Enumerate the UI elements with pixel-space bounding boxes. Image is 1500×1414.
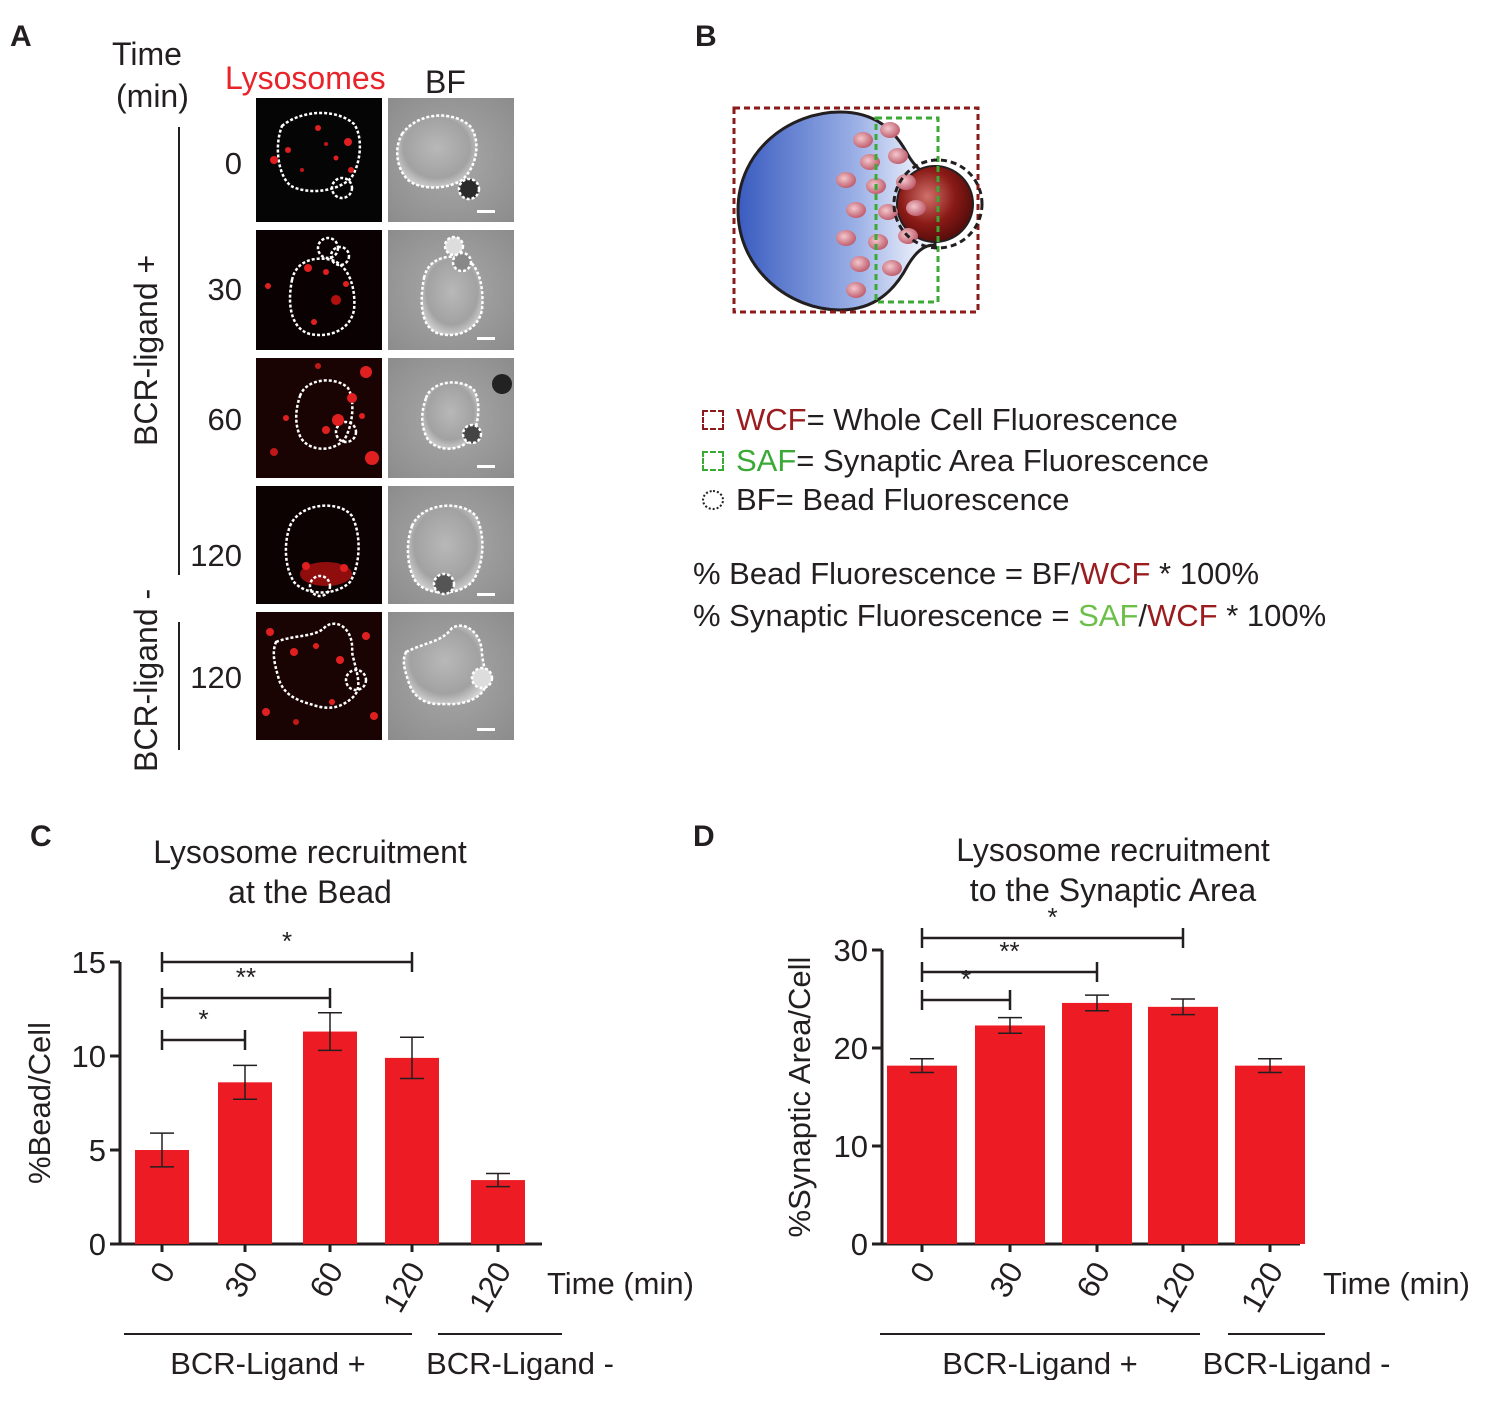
legend-row-wcf: WCF = Whole Cell Fluorescence	[702, 402, 1178, 438]
time-header-line2: (min)	[116, 78, 189, 114]
group-plus-label: BCR-Ligand +	[942, 1346, 1138, 1380]
bf-desc: = Bead Fluorescence	[775, 482, 1070, 517]
lysosome-image-1	[256, 230, 382, 350]
y-tick-label: 5	[89, 1133, 106, 1168]
time-label-60: 60	[207, 402, 242, 437]
cell-body	[736, 110, 937, 312]
panel-c-label: C	[30, 820, 52, 853]
bf-header: BF	[425, 64, 466, 100]
bar	[218, 1082, 272, 1244]
formula-synaptic: % Synaptic Fluorescence = SAF/WCF * 100%	[693, 598, 1327, 633]
significance-label: *	[961, 964, 971, 994]
x-tick-label: 0	[903, 1256, 942, 1288]
x-tick-label: 0	[143, 1256, 182, 1288]
micrograph-row-4	[256, 612, 514, 740]
wcf-legend-box-icon	[702, 410, 724, 430]
chart-c-title: Lysosome recruitment at the Bead	[153, 834, 467, 910]
y-tick-label: 0	[89, 1227, 106, 1262]
y-tick-label: 30	[834, 933, 868, 968]
saf-box	[874, 116, 940, 304]
x-tick-label: 60	[303, 1256, 351, 1303]
micrograph-row-0	[256, 98, 514, 222]
significance-label: *	[198, 1004, 208, 1034]
x-axis-label: Time (min)	[1323, 1266, 1470, 1301]
bar	[1235, 1065, 1305, 1244]
significance-label: *	[282, 926, 292, 956]
x-tick-label: 120	[1234, 1256, 1290, 1318]
wcf-desc: = Whole Cell Fluorescence	[806, 402, 1178, 437]
micrograph-row-2	[256, 358, 514, 478]
legend-row-bf: BF = Bead Fluorescence	[702, 482, 1069, 518]
time-label-120-minus: 120	[190, 660, 242, 695]
bf-circle	[892, 158, 984, 250]
group-plus-line	[178, 127, 180, 575]
y-axis-label: %Bead/Cell	[22, 1022, 57, 1184]
lysosomes-header: Lysosomes	[225, 60, 386, 96]
x-tick-label: 120	[1147, 1256, 1203, 1318]
bar	[1148, 1006, 1218, 1244]
bf-legend-circle-icon	[702, 490, 724, 510]
bar	[385, 1057, 439, 1244]
y-tick-label: 20	[834, 1031, 868, 1066]
saf-legend-box-icon	[702, 451, 724, 471]
bar	[303, 1031, 357, 1244]
group-minus-label: BCR-Ligand -	[426, 1346, 614, 1380]
formula-bead: % Bead Fluorescence = BF/WCF * 100%	[693, 556, 1260, 591]
panel-a-label: A	[10, 20, 32, 53]
saf-desc: = Synaptic Area Fluorescence	[796, 443, 1209, 478]
x-tick-label: 60	[1070, 1256, 1118, 1303]
group-minus-label: BCR-ligand -	[128, 588, 164, 772]
chart-c: 0 5 10 15 %Bead/Cell 0 30 60 120 120 Time (min) BCR…	[22, 926, 694, 1380]
time-label-120-plus: 120	[190, 538, 242, 573]
chart-d-title: Lysosome recruitment to the Synaptic Area	[956, 832, 1270, 908]
panel-d-label: D	[693, 820, 715, 853]
x-tick-label: 120	[376, 1256, 432, 1318]
saf-abbr: SAF	[736, 443, 797, 478]
lysosome-image-3	[256, 486, 382, 604]
bar	[975, 1025, 1045, 1244]
micrograph-row-1	[256, 230, 514, 350]
bar	[887, 1065, 957, 1244]
legend-row-saf: SAF = Synaptic Area Fluorescence	[702, 443, 1209, 479]
group-minus-label: BCR-Ligand -	[1203, 1346, 1391, 1380]
micrograph-grid	[256, 98, 514, 740]
time-header-line1: Time	[112, 36, 182, 72]
y-tick-label: 15	[72, 945, 106, 980]
wcf-abbr: WCF	[736, 402, 807, 437]
group-minus-line	[178, 622, 180, 750]
synapse-schematic	[732, 106, 984, 314]
bead	[896, 165, 974, 243]
micrograph-row-3	[256, 486, 514, 604]
x-tick-label: 30	[218, 1256, 266, 1303]
y-tick-label: 0	[851, 1227, 868, 1262]
y-tick-label: 10	[834, 1129, 868, 1164]
time-label-0: 0	[224, 146, 242, 181]
panel-b-label: B	[695, 20, 717, 53]
chart-d: 0 10 20 30 %Synaptic Area/Cell 0 30 60 120 120 Tim…	[782, 902, 1470, 1380]
wcf-box	[732, 106, 980, 314]
significance-label: **	[999, 936, 1019, 966]
lysosome-image-4	[256, 612, 382, 740]
bar	[471, 1180, 525, 1244]
bar	[1062, 1002, 1132, 1244]
significance-label: *	[1047, 902, 1057, 932]
y-tick-label: 10	[72, 1039, 106, 1074]
lysosome-cluster	[836, 122, 926, 298]
x-axis-label: Time (min)	[547, 1266, 694, 1301]
group-plus-label: BCR-Ligand +	[170, 1346, 366, 1380]
x-tick-label: 30	[983, 1256, 1031, 1303]
y-axis-label: %Synaptic Area/Cell	[782, 957, 817, 1238]
time-label-30: 30	[207, 272, 242, 307]
group-plus-label: BCR-ligand +	[128, 254, 164, 446]
x-tick-label: 120	[462, 1256, 518, 1318]
bf-abbr: BF	[736, 482, 776, 517]
significance-label: **	[236, 962, 256, 992]
